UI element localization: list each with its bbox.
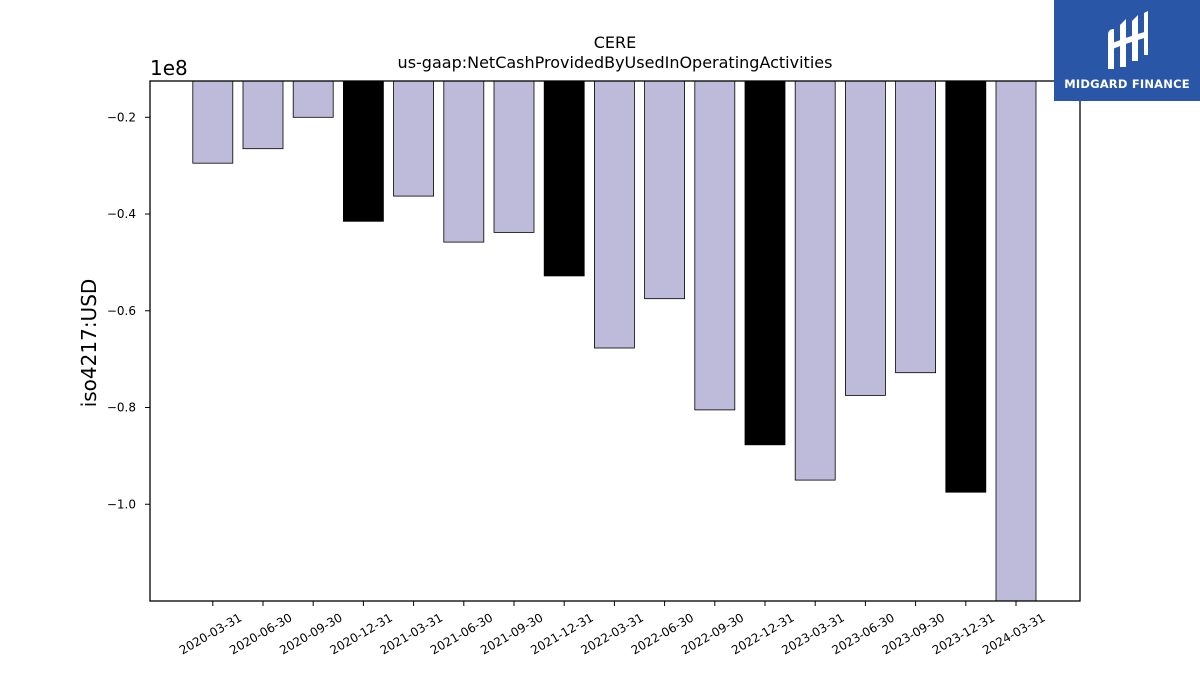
bar-2022-06-30 — [644, 80, 685, 300]
bar-2022-12-31 — [744, 80, 786, 446]
bar-2020-09-30 — [292, 80, 334, 118]
y-axis-label: iso4217:USD — [77, 279, 101, 408]
y-tick-label: −0.4 — [107, 207, 136, 221]
y-tick-label: −0.6 — [107, 304, 136, 318]
y-scale-label: 1e8 — [150, 56, 188, 80]
y-axis: −0.2 −0.4 −0.6 −0.8 −1.0 — [107, 110, 150, 511]
bars-layer — [192, 80, 1037, 602]
brand-logo: MIDGARD FINANCE — [1054, 0, 1200, 101]
chart-title: CERE — [594, 33, 637, 52]
bar-2021-12-31 — [543, 80, 585, 277]
bar-2022-03-31 — [594, 80, 635, 349]
bar-2020-03-31 — [192, 80, 234, 164]
bar-2021-09-30 — [493, 80, 535, 233]
bar-2023-12-31 — [945, 80, 987, 493]
y-tick-label: −0.2 — [107, 110, 136, 124]
bar-2023-03-31 — [794, 80, 836, 481]
y-tick-label: −1.0 — [107, 497, 136, 511]
midgard-logo-icon — [1108, 10, 1148, 69]
bar-2020-06-30 — [242, 80, 284, 150]
bar-2021-03-31 — [393, 80, 435, 197]
brand-name: MIDGARD FINANCE — [1064, 76, 1190, 91]
x-axis: 2020-03-312020-06-302020-09-302020-12-31… — [177, 601, 1048, 657]
bar-2023-06-30 — [845, 80, 886, 396]
bar-2022-09-30 — [694, 80, 736, 411]
bar-2024-03-31 — [995, 80, 1037, 602]
plot-frame — [149, 80, 1081, 602]
bar-2021-06-30 — [443, 80, 485, 243]
bar-2023-09-30 — [895, 80, 936, 374]
y-tick-label: −0.8 — [107, 401, 136, 415]
bar-2020-12-31 — [342, 80, 384, 222]
chart-subtitle: us-gaap:NetCashProvidedByUsedInOperating… — [398, 53, 833, 72]
